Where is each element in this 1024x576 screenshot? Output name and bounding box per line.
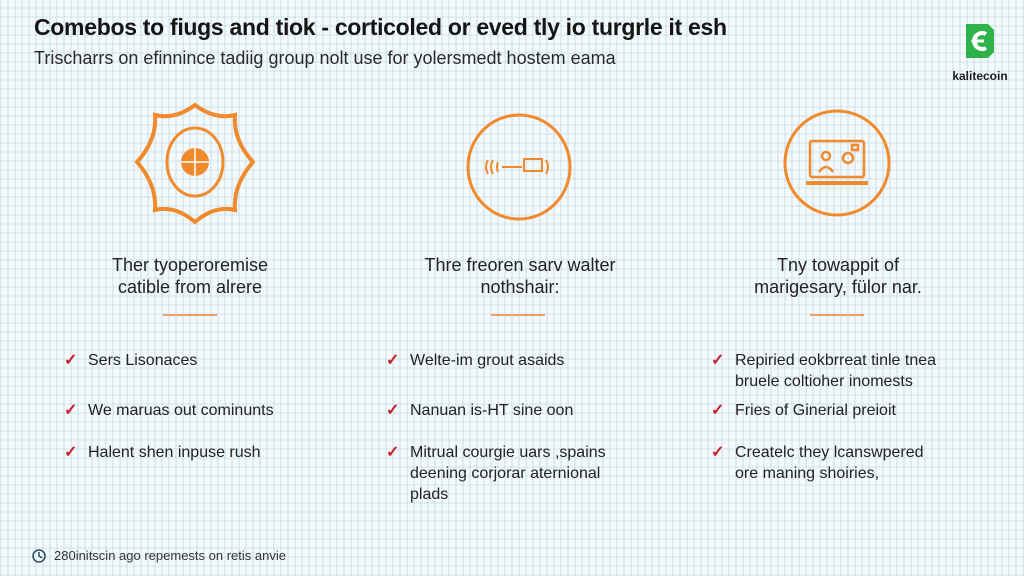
logo-icon: [966, 24, 994, 58]
list-item: ✓ Welte-im grout asaids: [386, 352, 565, 369]
list-item: ✓ Nanuan is-HT sine oon: [386, 402, 574, 419]
check-icon: ✓: [64, 352, 78, 369]
list-item: ✓ Mitrual courgie uars ,spains deening cor…: [386, 444, 606, 503]
column-heading: Tny towappit of marigesary, fülor nar.: [754, 255, 922, 297]
divider: [491, 314, 545, 316]
divider: [163, 314, 217, 316]
signal-device-icon: [466, 113, 572, 221]
check-icon: ✓: [711, 402, 725, 419]
divider: [810, 314, 864, 316]
footer-text: 280initscin ago repemests on retis anvie: [54, 548, 286, 563]
list-item: ✓ Fries of Ginerial preioit: [711, 402, 896, 419]
check-icon: ✓: [386, 402, 400, 419]
check-icon: ✓: [711, 444, 725, 461]
check-icon: ✓: [64, 402, 78, 419]
footer: 280initscin ago repemests on retis anvie: [32, 548, 286, 563]
list-item: ✓ We maruas out cominunts: [64, 402, 274, 419]
column-heading: Ther tyoperoremise catible from alrere: [111, 255, 269, 297]
check-icon: ✓: [711, 352, 725, 369]
list-item: ✓ Sers Lisonaces: [64, 352, 198, 369]
bullet-list: ✓ Sers Lisonaces ✓ We maruas out cominunts…: [64, 350, 334, 463]
brand-logo: kalitecoin: [940, 22, 1020, 83]
check-icon: ✓: [64, 444, 78, 461]
list-item: ✓ Halent shen inpuse rush: [64, 444, 261, 461]
clock-icon: [32, 548, 46, 563]
bullet-list: ✓ Welte-im grout asaids ✓ Nanuan is-HT sin…: [386, 350, 656, 505]
list-item: ✓ Createlc they lcanswpered ore maning sho…: [711, 444, 924, 482]
bullet-list: ✓ Repiried eokbrreat tinle tnea bruele col…: [711, 350, 981, 484]
check-icon: ✓: [386, 352, 400, 369]
column-heading: Thre freoren sarv walter nothshair:: [424, 255, 616, 297]
laptop-user-icon: [783, 109, 891, 217]
logo-text: kalitecoin: [952, 69, 1008, 83]
ornate-globe-icon: [135, 102, 255, 225]
check-icon: ✓: [386, 444, 400, 461]
page-subtitle: Trischarrs on efinnince tadiig group nol…: [34, 48, 616, 68]
page-title: Comebos to fiugs and tiok - corticoled o…: [34, 14, 727, 40]
list-item: ✓ Repiried eokbrreat tinle tnea bruele col…: [711, 352, 937, 390]
